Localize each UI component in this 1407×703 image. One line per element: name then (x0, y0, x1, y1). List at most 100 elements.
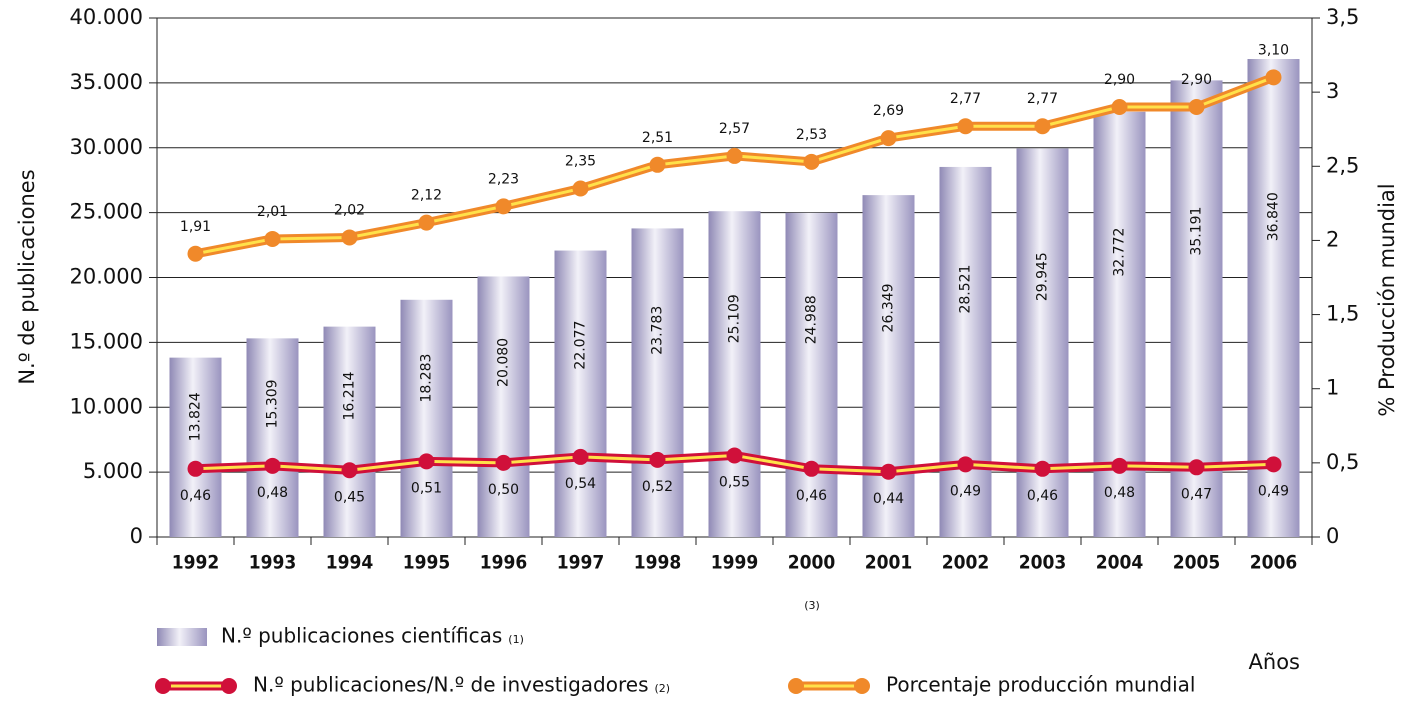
x-tick-label: 1993 (249, 552, 297, 574)
bar (477, 276, 530, 537)
x-tick-label: 1992 (172, 552, 220, 574)
bar-value-label: 16.214 (342, 371, 358, 420)
bar (400, 299, 453, 537)
bar (862, 195, 915, 538)
bar-value-label: 26.349 (881, 283, 897, 332)
point-value-label: 1,91 (180, 219, 211, 235)
legend-swatch (788, 678, 804, 694)
bar (939, 166, 992, 538)
point (572, 180, 589, 197)
y2-axis-label: % Producción mundial (1375, 183, 1399, 416)
y2-tick-label: 1 (1326, 376, 1339, 400)
point (264, 457, 281, 474)
bar (323, 326, 376, 537)
bar (169, 357, 222, 537)
point-value-label: 2,12 (411, 188, 442, 204)
x-tick-label: 2001 (865, 552, 913, 574)
point (1111, 98, 1128, 115)
bar (1016, 148, 1069, 537)
point (957, 118, 974, 135)
point-value-label: 0,54 (565, 476, 596, 492)
point-value-label: 2,02 (334, 202, 365, 218)
point-value-label: 0,46 (796, 488, 827, 504)
point (957, 456, 974, 473)
point (187, 460, 204, 477)
point (495, 454, 512, 471)
point (264, 230, 281, 247)
point-value-label: 0,48 (1104, 485, 1135, 501)
point (572, 448, 589, 465)
point-value-label: 0,49 (1258, 483, 1289, 499)
point-value-label: 2,77 (1027, 91, 1058, 107)
point-value-label: 0,47 (1181, 486, 1212, 502)
x-tick-label: 1995 (403, 552, 451, 574)
point-value-label: 0,52 (642, 479, 673, 495)
point (1034, 460, 1051, 477)
y-tick-label: 5.000 (83, 459, 143, 483)
point-value-label: 0,48 (257, 485, 288, 501)
y2-tick-label: 0,5 (1326, 450, 1359, 474)
bar-value-label: 36.840 (1266, 192, 1282, 241)
bar-value-label: 22.077 (573, 321, 589, 370)
point-value-label: 2,23 (488, 171, 519, 187)
bar-value-label: 25.109 (727, 294, 743, 343)
point (341, 462, 358, 479)
point-value-label: 0,51 (411, 480, 442, 496)
note: (3) (804, 599, 820, 612)
bar (554, 250, 607, 538)
x-tick-label: 2006 (1250, 552, 1298, 574)
bar-value-label: 18.283 (419, 354, 435, 403)
bar (246, 338, 299, 537)
point (418, 453, 435, 470)
bar-value-label: 24.988 (804, 295, 820, 344)
legend-swatch (155, 678, 171, 694)
x-tick-label: 2000 (788, 552, 836, 574)
bar (708, 211, 761, 537)
bar (631, 228, 684, 537)
bar (785, 212, 838, 537)
point-value-label: 0,46 (1027, 488, 1058, 504)
point (1265, 69, 1282, 86)
x-tick-label: 1999 (711, 552, 759, 574)
y-tick-label: 25.000 (70, 200, 143, 224)
y-tick-label: 40.000 (70, 5, 143, 29)
legend-label: N.º publicaciones científicas (221, 624, 502, 648)
point (187, 245, 204, 262)
point-value-label: 2,69 (873, 103, 904, 119)
x-tick-label: 2005 (1173, 552, 1221, 574)
point (341, 229, 358, 246)
y2-tick-label: 0 (1326, 524, 1339, 548)
legend-swatch (157, 628, 207, 646)
x-axis-label: Años (1249, 650, 1300, 674)
legend-label: Porcentaje producción mundial (886, 673, 1195, 697)
point (726, 447, 743, 464)
point-value-label: 2,51 (642, 130, 673, 146)
point-value-label: 2,35 (565, 154, 596, 170)
bar-value-label: 29.945 (1035, 252, 1051, 301)
y2-tick-label: 1,5 (1326, 302, 1359, 326)
y2-tick-label: 2 (1326, 227, 1339, 251)
point (649, 451, 666, 468)
bar-value-label: 23.783 (650, 306, 666, 355)
x-tick-label: 2003 (1019, 552, 1067, 574)
point (880, 130, 897, 147)
y-tick-label: 0 (130, 524, 143, 548)
point (418, 214, 435, 231)
point-value-label: 3,10 (1258, 42, 1289, 58)
point-value-label: 0,44 (873, 491, 904, 507)
bar-value-label: 35.191 (1189, 207, 1205, 256)
point-value-label: 2,01 (257, 204, 288, 220)
x-tick-label: 1998 (634, 552, 682, 574)
point (495, 198, 512, 215)
point-value-label: 0,50 (488, 482, 519, 498)
point-value-label: 0,46 (180, 488, 211, 504)
y-tick-label: 30.000 (70, 135, 143, 159)
point-value-label: 2,53 (796, 127, 827, 143)
point-value-label: 2,77 (950, 91, 981, 107)
point (880, 463, 897, 480)
y2-tick-label: 3,5 (1326, 5, 1359, 29)
point (1034, 118, 1051, 135)
bar-value-label: 15.309 (265, 379, 281, 428)
point (1188, 459, 1205, 476)
